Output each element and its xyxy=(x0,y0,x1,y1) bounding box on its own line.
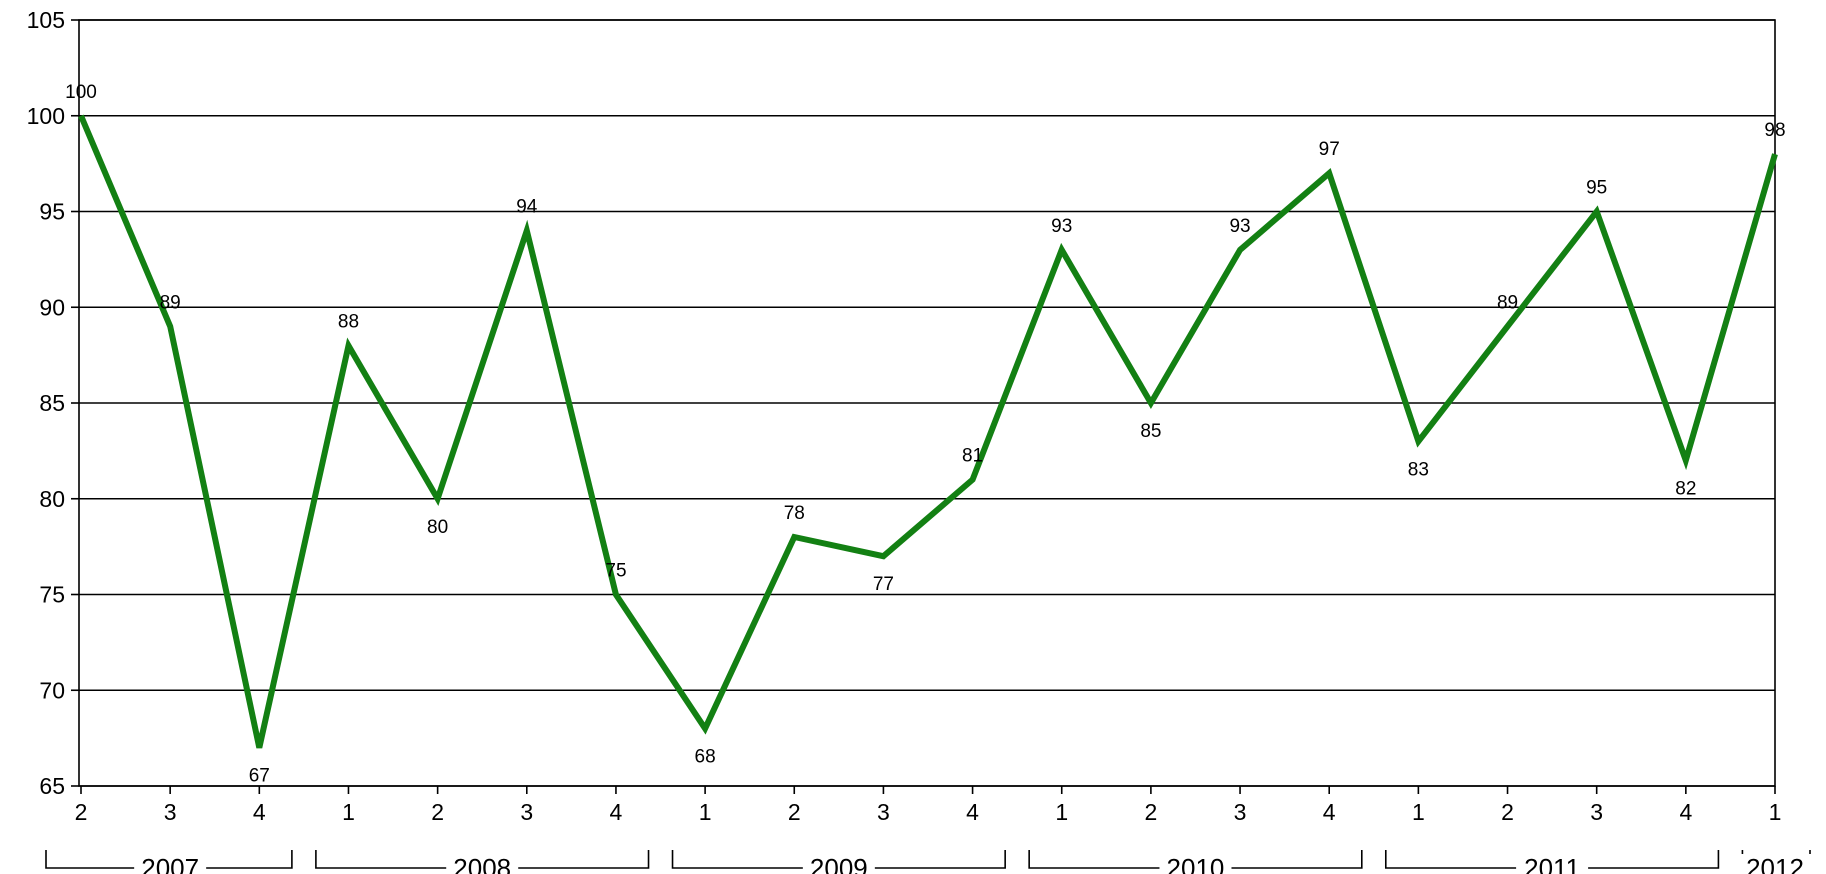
year-label-bg xyxy=(1159,854,1232,872)
x-tick-label: 4 xyxy=(1679,799,1692,825)
x-tick-label: 3 xyxy=(164,799,177,825)
data-label: 83 xyxy=(1408,459,1429,480)
data-labels: 100 89 67 88 80 94 75 68 78 77 81 93 85 93 97 83 89 95 82 9… xyxy=(65,82,1785,787)
x-tick-label: 1 xyxy=(699,799,712,825)
data-label: 82 xyxy=(1675,478,1696,499)
y-tick-label: 105 xyxy=(27,7,65,33)
y-tick-label: 85 xyxy=(39,390,65,416)
x-tick-label: 1 xyxy=(1055,799,1068,825)
data-label: 97 xyxy=(1319,139,1340,160)
year-label: 2008 xyxy=(453,853,511,874)
x-tick-label: 1 xyxy=(1769,799,1782,825)
data-label: 95 xyxy=(1586,178,1607,199)
data-label: 89 xyxy=(1497,292,1518,313)
series-line xyxy=(78,114,1778,749)
data-label: 94 xyxy=(516,197,538,218)
x-tick-label: 2 xyxy=(431,799,444,825)
x-tick-label: 2 xyxy=(788,799,801,825)
y-axis: 65 70 75 80 85 90 95 100 105 xyxy=(27,7,79,799)
x-axis: 2 3 4 1 2 3 4 1 2 3 4 1 2 3 4 1 2 3 4 1 xyxy=(75,786,1782,825)
data-label: 98 xyxy=(1764,120,1785,141)
data-label: 93 xyxy=(1229,216,1250,237)
year-label: 2010 xyxy=(1167,853,1225,874)
y-tick-label: 80 xyxy=(39,486,65,512)
data-label: 100 xyxy=(65,82,97,103)
x-tick-label: 4 xyxy=(610,799,623,825)
data-label: 67 xyxy=(249,766,270,787)
x-tick-label: 3 xyxy=(877,799,890,825)
x-tick-label: 4 xyxy=(253,799,266,825)
year-label-bg xyxy=(1739,854,1811,872)
data-label: 78 xyxy=(784,503,805,524)
y-tick-label: 100 xyxy=(27,103,65,129)
x-tick-label: 3 xyxy=(520,799,533,825)
series-line-group xyxy=(78,114,1778,749)
year-group-axis: 2007 2008 2009 2010 2011 2012 xyxy=(45,850,1811,874)
data-label: 81 xyxy=(962,446,983,467)
data-label: 89 xyxy=(160,292,181,313)
data-label: 80 xyxy=(427,517,448,538)
x-tick-label: 4 xyxy=(1323,799,1336,825)
x-tick-label: 2 xyxy=(1144,799,1157,825)
year-label: 2007 xyxy=(141,853,199,874)
data-label: 68 xyxy=(695,747,716,768)
year-label-bg xyxy=(802,854,875,872)
data-label: 85 xyxy=(1140,421,1161,442)
year-label: 2012 xyxy=(1746,853,1804,874)
year-label: 2009 xyxy=(810,853,868,874)
year-label: 2011 xyxy=(1524,853,1580,874)
x-tick-label: 2 xyxy=(75,799,88,825)
x-tick-label: 1 xyxy=(342,799,355,825)
y-tick-label: 65 xyxy=(39,773,65,799)
grid-lines xyxy=(78,19,1776,787)
x-tick-label: 2 xyxy=(1501,799,1514,825)
year-label-bg xyxy=(1516,854,1589,872)
y-tick-label: 90 xyxy=(39,294,65,320)
x-tick-label: 3 xyxy=(1590,799,1603,825)
data-label: 88 xyxy=(338,312,359,333)
data-label: 93 xyxy=(1051,216,1072,237)
year-label-bg xyxy=(134,854,207,872)
y-tick-label: 95 xyxy=(39,199,65,225)
data-label: 77 xyxy=(873,574,894,595)
x-tick-label: 3 xyxy=(1234,799,1247,825)
x-tick-label: 1 xyxy=(1412,799,1425,825)
year-label-bg xyxy=(446,854,519,872)
y-tick-label: 70 xyxy=(39,677,65,703)
data-label: 75 xyxy=(605,561,626,582)
x-tick-label: 4 xyxy=(966,799,979,825)
y-tick-label: 75 xyxy=(39,582,65,608)
